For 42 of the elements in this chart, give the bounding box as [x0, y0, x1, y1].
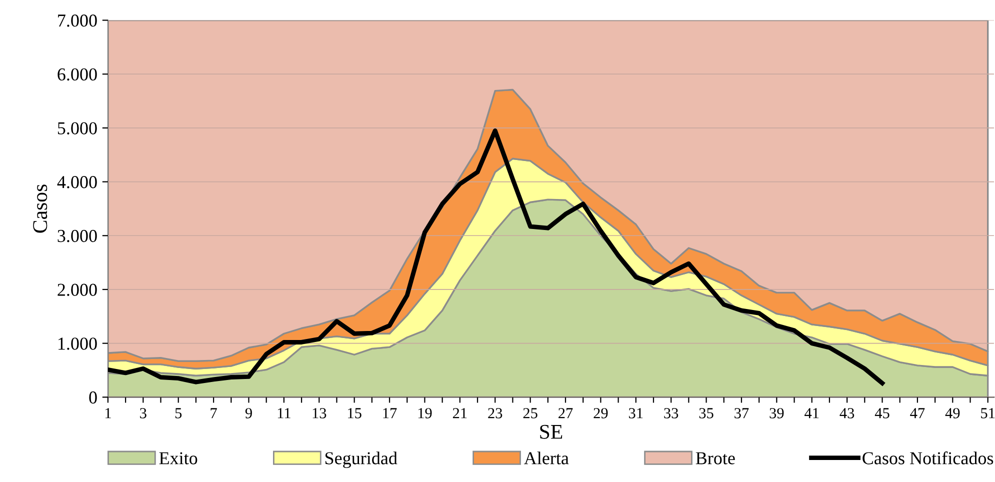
x-axis-title: SE [540, 424, 562, 439]
y-tick-label: 7.000 [58, 14, 97, 27]
x-tick-label: 9 [245, 408, 252, 418]
x-tick-label: 51 [981, 408, 995, 418]
y-tick-label: 5.000 [58, 122, 97, 134]
x-tick-label: 41 [804, 408, 819, 418]
x-tick-label: 35 [699, 408, 714, 418]
x-tick-label: 7 [210, 408, 217, 418]
x-tick-label: 15 [348, 408, 362, 418]
x-tick-label: 31 [628, 408, 643, 418]
legend-label: Exito [159, 452, 198, 464]
x-tick-label: 45 [874, 408, 890, 418]
x-tick-label: 39 [770, 408, 784, 418]
x-tick-label: 23 [488, 408, 502, 418]
y-tick-label: 3.000 [58, 230, 97, 242]
x-tick-label: 13 [312, 408, 326, 418]
x-tick-label: 5 [175, 408, 182, 418]
y-tick-label: 4.000 [57, 176, 97, 188]
y-tick-label: 6.000 [58, 68, 97, 81]
x-tick-label: 17 [383, 408, 397, 418]
x-tick-label: 21 [452, 408, 467, 418]
x-tick-label: 43 [840, 408, 854, 418]
legend-label: Casos Notificados [862, 451, 994, 464]
y-tick-label: 2.000 [58, 284, 97, 296]
legend-label: Brote [696, 452, 735, 464]
legend-label: Seguridad [325, 452, 398, 468]
line-series [108, 128, 884, 386]
y-tick-label: 0 [89, 391, 97, 404]
x-tick-label: 3 [140, 408, 146, 418]
y-tick-label: 1.000 [58, 338, 97, 350]
x-tick-label: 1 [105, 408, 111, 418]
x-tick-label: 19 [418, 408, 432, 418]
x-tick-label: 33 [664, 408, 678, 418]
x-tick-label: 37 [734, 408, 749, 418]
y-axis-title: Casos [33, 184, 48, 233]
legend-label: Alerta [524, 452, 569, 464]
x-tick-label: 47 [910, 408, 925, 418]
x-tick-label: 27 [558, 408, 573, 418]
x-tick-label: 49 [945, 408, 960, 418]
x-tick-label: 25 [523, 408, 538, 418]
x-tick-label: 11 [278, 408, 290, 418]
x-tick-label: 29 [594, 408, 608, 418]
